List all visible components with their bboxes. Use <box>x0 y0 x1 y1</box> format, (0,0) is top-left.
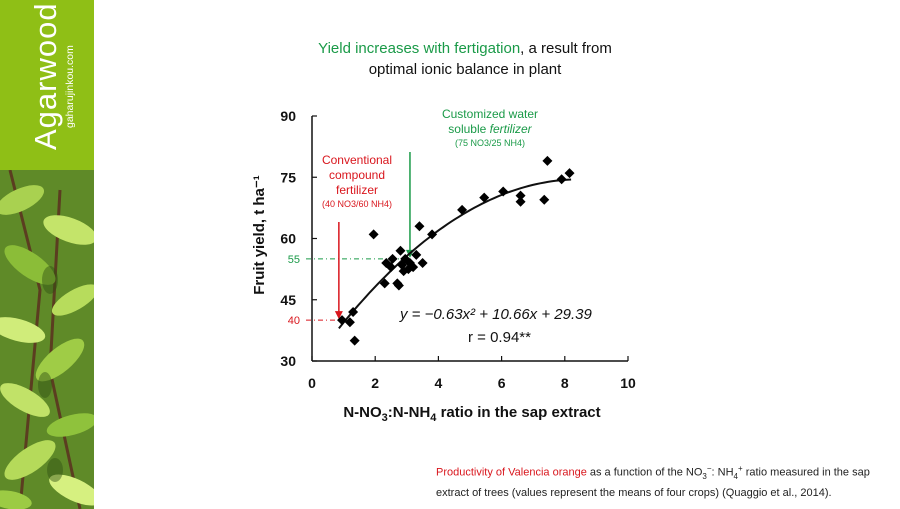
slide-title-rest: , a result from <box>520 40 612 57</box>
data-point <box>498 186 509 197</box>
data-points <box>337 155 575 346</box>
annotation-sub: (40 NO3/60 NH4) <box>321 199 393 209</box>
x-axis-label-part: N-NO <box>343 404 382 421</box>
annotation-customized: Customized water soluble fertilizer (75 … <box>420 107 560 150</box>
x-axis-label-part: ratio in the sap extract <box>436 404 600 421</box>
caption-text: : NH <box>711 466 734 479</box>
data-point <box>564 168 575 179</box>
slide-title: Yield increases with fertigation, a resu… <box>300 38 630 80</box>
x-axis-label-sub: 4 <box>430 412 437 424</box>
x-axis-label-sub: 3 <box>382 412 388 424</box>
annotation-sub: (75 NO3/25 NH4) <box>454 138 526 148</box>
data-point <box>348 307 359 317</box>
figure-caption: Productivity of Valencia orange as a fun… <box>436 461 896 501</box>
data-point <box>427 229 438 240</box>
x-tick-label: 4 <box>435 375 443 391</box>
sidebar: Agarwood gaharujinkou.com <box>0 0 94 509</box>
chart-axes: 30 45 60 75 90 0 2 4 6 8 10 <box>280 108 636 391</box>
leaves-photo <box>0 170 94 509</box>
data-point <box>408 262 419 273</box>
caption-sup: − <box>706 464 712 473</box>
y-tick-label: 90 <box>280 108 296 124</box>
data-point <box>379 278 390 289</box>
slide-title-line2: optimal ionic balance in plant <box>368 61 562 78</box>
x-tick-label: 6 <box>498 375 506 391</box>
fit-curve-group <box>338 178 572 330</box>
annotation-line: soluble fertilizer <box>420 122 560 137</box>
data-point <box>344 317 355 328</box>
annotation-conventional: Conventional compound fertilizer (40 NO3… <box>300 153 414 211</box>
caption-sub: 4 <box>733 471 738 481</box>
data-point <box>539 194 550 205</box>
data-point <box>479 192 490 203</box>
annotation-line: Customized water <box>441 107 539 121</box>
data-point <box>515 190 526 201</box>
y-tick-label: 45 <box>280 292 296 308</box>
data-point <box>368 229 379 240</box>
r-value-label: r = 0.94** <box>468 329 531 346</box>
annotation-plain: soluble <box>448 122 490 136</box>
x-axis-label: N-NO3:N-NH4 ratio in the sap extract <box>343 404 600 424</box>
data-point <box>393 280 404 291</box>
caption-sub: 3 <box>702 471 707 481</box>
data-point <box>349 335 360 346</box>
equation-label: y = −0.63x² + 10.66x + 29.39 <box>399 306 592 323</box>
data-point <box>337 315 348 326</box>
caption-highlight: Productivity of Valencia orange <box>436 466 587 479</box>
annotation-line: Conventional <box>321 153 393 167</box>
data-point <box>457 204 468 215</box>
caption-sup: + <box>737 464 743 473</box>
caption-text: as a function of the NO <box>586 466 703 479</box>
annotation-line: compound <box>328 168 386 182</box>
data-point <box>417 258 428 268</box>
caption-text: ratio measured in the sap extract of tre… <box>436 466 870 499</box>
reference-label: 55 <box>288 254 300 266</box>
x-tick-label: 0 <box>308 375 316 391</box>
x-tick-label: 10 <box>620 375 636 391</box>
x-tick-label: 2 <box>371 375 379 391</box>
y-tick-label: 75 <box>280 169 296 185</box>
data-point <box>386 262 396 273</box>
y-tick-label: 30 <box>280 353 296 369</box>
fit-curve <box>338 178 572 330</box>
x-tick-label: 8 <box>561 375 569 391</box>
y-tick-label: 60 <box>280 231 296 247</box>
data-point <box>556 174 567 185</box>
data-point <box>387 253 398 264</box>
data-point <box>395 245 406 256</box>
data-point <box>414 221 425 232</box>
conventional-arrow-head <box>334 311 343 320</box>
brand-panel: Agarwood gaharujinkou.com <box>0 0 94 170</box>
data-point <box>515 196 526 207</box>
slide-title-highlight: Yield increases with fertigation <box>318 40 521 57</box>
data-point <box>411 249 422 260</box>
annotation-line: fertilizer <box>335 183 378 197</box>
chart-labels: y = −0.63x² + 10.66x + 29.39 r = 0.94** … <box>251 175 601 424</box>
annotation-italic: fertilizer <box>489 122 532 136</box>
data-point <box>542 155 553 166</box>
reference-label: 40 <box>288 315 300 327</box>
y-axis-label: Fruit yield, t ha⁻¹ <box>251 175 268 295</box>
x-axis-label-part: :N-NH <box>388 404 431 421</box>
